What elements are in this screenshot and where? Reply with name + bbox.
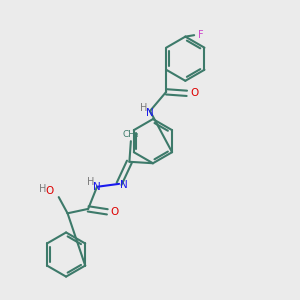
Text: H: H bbox=[140, 103, 147, 113]
Text: N: N bbox=[146, 108, 153, 118]
Text: N: N bbox=[93, 182, 101, 192]
Text: O: O bbox=[110, 207, 119, 217]
Text: O: O bbox=[46, 186, 54, 196]
Text: H: H bbox=[87, 176, 94, 187]
Text: F: F bbox=[198, 30, 203, 40]
Text: O: O bbox=[190, 88, 198, 98]
Text: N: N bbox=[120, 180, 128, 190]
Text: CH₃: CH₃ bbox=[122, 130, 139, 139]
Text: H: H bbox=[39, 184, 46, 194]
